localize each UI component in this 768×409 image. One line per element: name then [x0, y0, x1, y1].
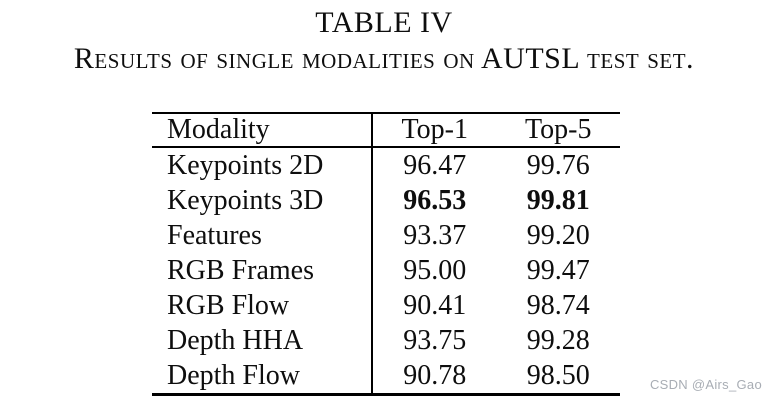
- top1-cell: 96.53: [403, 184, 467, 216]
- top1-cell: 90.41: [403, 289, 467, 321]
- top1-cell: 95.00: [403, 254, 467, 286]
- column-header-top5: Top-5: [525, 114, 592, 145]
- column-header-top1: Top-1: [401, 114, 468, 145]
- table-row: Depth Flow 90.78 98.50: [152, 358, 620, 393]
- modality-cell: RGB Flow: [152, 288, 373, 323]
- modality-cell: Keypoints 2D: [152, 148, 373, 183]
- top1-cell: 96.47: [403, 149, 467, 181]
- modality-cell: Keypoints 3D: [152, 183, 373, 218]
- modality-cell: Features: [152, 218, 373, 253]
- modality-cell: RGB Frames: [152, 253, 373, 288]
- top5-cell: 99.28: [526, 324, 590, 356]
- column-header-modality: Modality: [152, 114, 373, 146]
- top5-cell: 99.20: [526, 219, 590, 251]
- top5-cell: 98.74: [526, 289, 590, 321]
- modality-cell: Depth Flow: [152, 358, 373, 393]
- table-header-row: Modality Top-1 Top-5: [152, 114, 620, 148]
- top5-cell: 98.50: [526, 359, 590, 391]
- top5-cell: 99.47: [526, 254, 590, 286]
- top5-cell: 99.81: [526, 184, 590, 216]
- top5-cell: 99.76: [526, 149, 590, 181]
- top1-cell: 90.78: [403, 359, 467, 391]
- table-row: Keypoints 3D 96.53 99.81: [152, 183, 620, 218]
- csdn-watermark: CSDN @Airs_Gao: [649, 377, 762, 392]
- top1-cell: 93.75: [403, 324, 467, 356]
- results-table: Modality Top-1 Top-5 Keypoints 2D 96.47 …: [152, 112, 620, 396]
- table-row: Keypoints 2D 96.47 99.76: [152, 148, 620, 183]
- table-row: RGB Frames 95.00 99.47: [152, 253, 620, 288]
- table-row: Features 93.37 99.20: [152, 218, 620, 253]
- modality-cell: Depth HHA: [152, 323, 373, 358]
- table-row: RGB Flow 90.41 98.74: [152, 288, 620, 323]
- table-caption-text: Results of single modalities on AUTSL te…: [73, 42, 695, 75]
- table-caption-number: TABLE IV: [315, 6, 453, 39]
- top1-cell: 93.37: [403, 219, 467, 251]
- table-row: Depth HHA 93.75 99.28: [152, 323, 620, 358]
